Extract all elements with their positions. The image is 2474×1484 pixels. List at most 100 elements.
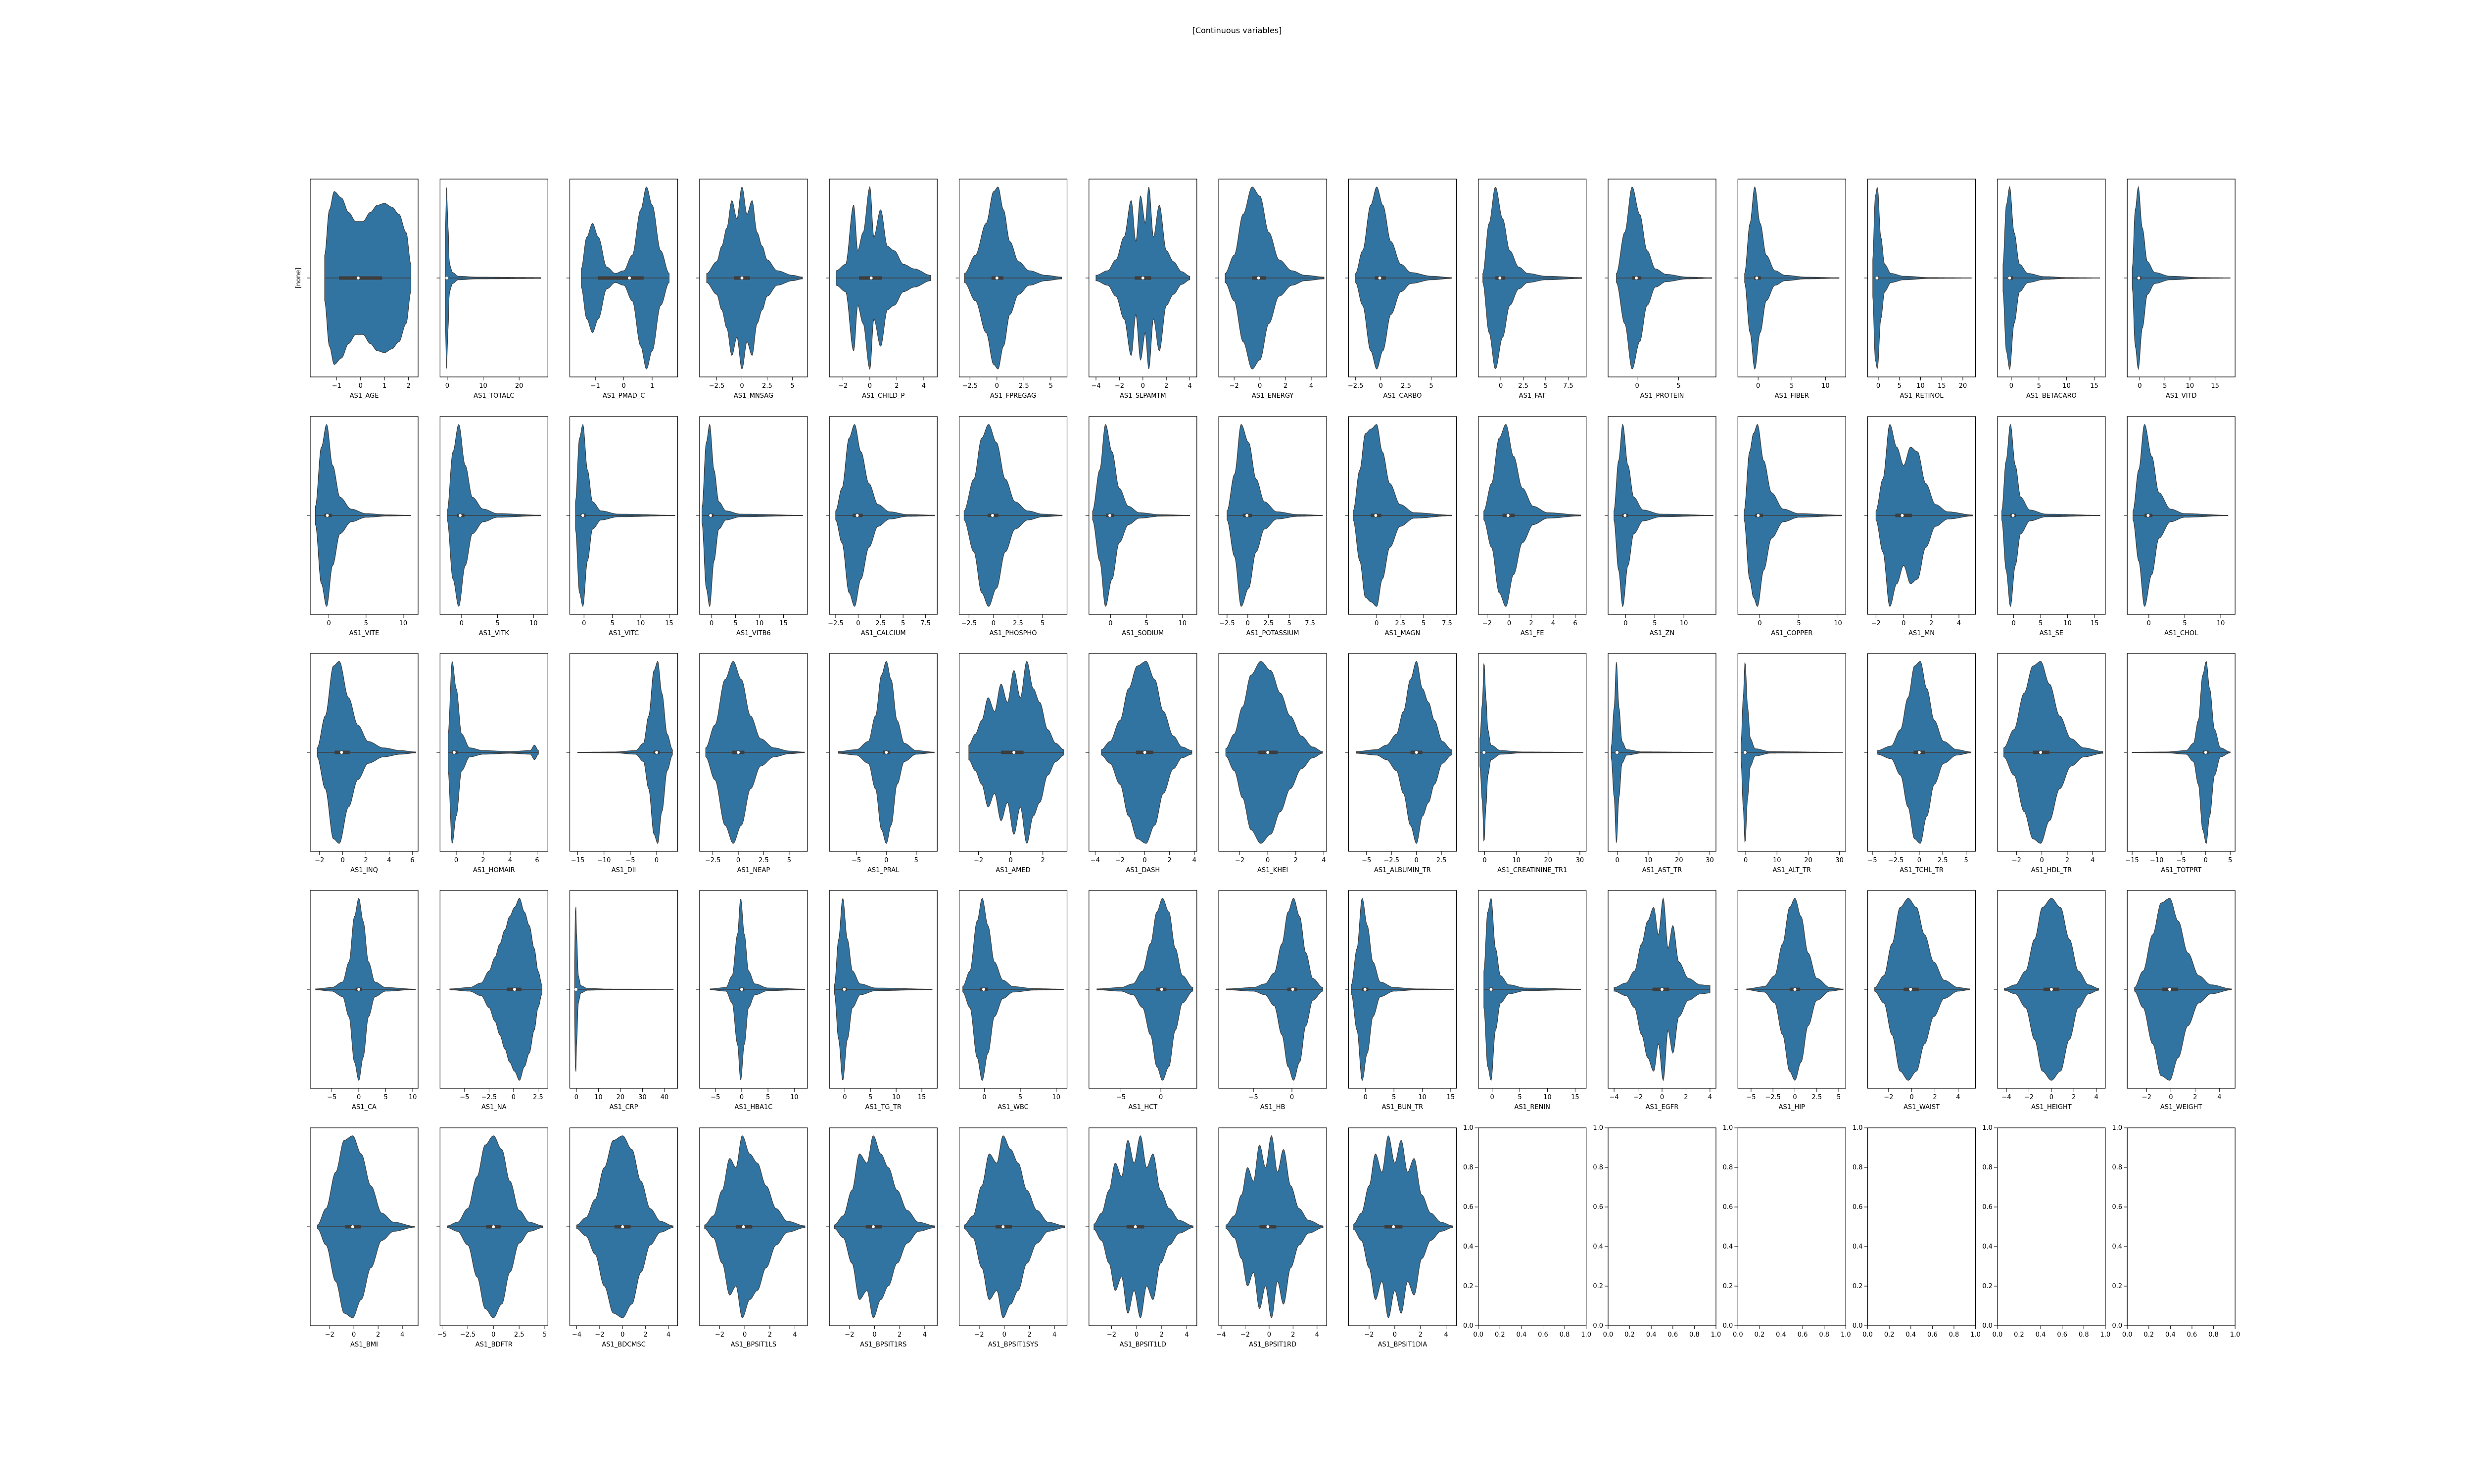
violin-median bbox=[1616, 751, 1619, 754]
subplot: −2 0 2 4 AS1_BPSIT1DIA bbox=[1345, 1127, 1457, 1348]
x-tick-label: 0.6 bbox=[1538, 1331, 1548, 1339]
x-tick-label: 0.4 bbox=[1517, 1331, 1527, 1339]
x-tick-label: 4 bbox=[1185, 1331, 1189, 1339]
x-tick-label: 0 bbox=[1135, 1331, 1139, 1339]
subplot: −5 −2.5 0 2.5 5 AS1_HIP bbox=[1734, 890, 1846, 1111]
x-tick-label: 10 bbox=[594, 1094, 603, 1101]
violin-median bbox=[458, 514, 462, 517]
x-tick-label: 4 bbox=[387, 857, 391, 864]
x-tick-label: 0 bbox=[1910, 1094, 1914, 1101]
x-axis-label: AS1_KHEI bbox=[1257, 867, 1288, 874]
violin-median bbox=[737, 751, 740, 754]
violin-median bbox=[351, 1225, 354, 1228]
y-tick-label: 1.0 bbox=[1982, 1124, 1993, 1132]
subplot: −2 0 2 4 AS1_HDL_TR bbox=[1994, 653, 2106, 874]
x-axis-label: AS1_BUN_TR bbox=[1382, 1104, 1424, 1111]
x-tick-label: −2.5 bbox=[460, 1331, 476, 1339]
x-tick-label: 20 bbox=[617, 1094, 625, 1101]
x-tick-label: −2 bbox=[845, 1331, 854, 1339]
x-tick-label: 20 bbox=[1544, 857, 1552, 864]
violin-median bbox=[492, 1225, 495, 1228]
x-tick-label: 5 bbox=[790, 382, 794, 390]
violin-median bbox=[1909, 988, 1912, 991]
x-axis-label: AS1_CARBO bbox=[1383, 392, 1422, 400]
x-tick-label: 0.6 bbox=[1798, 1331, 1808, 1339]
x-axis-label: AS1_DII bbox=[612, 867, 636, 874]
subplot: −2.5 0 2.5 5 AS1_FPREGAG bbox=[955, 179, 1068, 400]
x-tick-label: 1 bbox=[650, 382, 654, 390]
x-tick-label: −4 bbox=[2001, 1094, 2011, 1101]
empty-axes-frame bbox=[2127, 1127, 2236, 1326]
x-tick-label: 0 bbox=[1379, 382, 1382, 390]
x-tick-label: 0 bbox=[357, 1094, 361, 1101]
subplot: −2.5 0 2.5 5 AS1_NEAP bbox=[696, 653, 808, 874]
violin-median bbox=[869, 277, 873, 279]
x-axis-label: AS1_TOTPRT bbox=[2161, 867, 2201, 874]
x-tick-label: 0 bbox=[1267, 1331, 1271, 1339]
x-tick-label: 0.0 bbox=[1603, 1331, 1614, 1339]
x-tick-label: −2.5 bbox=[1219, 620, 1235, 627]
y-tick-label: 0.4 bbox=[1723, 1243, 1733, 1251]
x-axis-label: AS1_ALT_TR bbox=[1772, 867, 1811, 874]
violin-median bbox=[1012, 751, 1016, 754]
x-axis-label: AS1_FE bbox=[1521, 630, 1544, 637]
x-tick-label: 4 bbox=[1444, 1331, 1448, 1339]
violin-median bbox=[513, 988, 516, 991]
x-tick-label: 2 bbox=[1291, 1331, 1295, 1339]
x-axis-label: AS1_WAIST bbox=[1903, 1104, 1940, 1111]
x-tick-label: 2.5 bbox=[514, 1331, 524, 1339]
x-tick-label: −4 bbox=[1091, 857, 1100, 864]
x-tick-label: 2 bbox=[1160, 1331, 1164, 1339]
subplot: −4 −2 0 2 4 AS1_EGFR bbox=[1605, 890, 1716, 1111]
x-axis-label: AS1_BPSIT1RD bbox=[1249, 1341, 1296, 1348]
x-tick-label: −4 bbox=[1216, 1331, 1226, 1339]
x-tick-label: 10 bbox=[2186, 382, 2194, 390]
x-tick-label: 2 bbox=[406, 382, 410, 390]
subplot: 0.00.0 0.2 0.2 0.4 0.4 0.6 0.6 0.8 0.8 1.0 1.0 bbox=[1982, 1124, 2110, 1339]
x-tick-label: 10 bbox=[1418, 1094, 1427, 1101]
y-tick-label: 0.6 bbox=[1593, 1204, 1603, 1211]
subplot: −2 0 2 4 AS1_BPSIT1SYS bbox=[955, 1127, 1068, 1348]
x-tick-label: 2 bbox=[1933, 1094, 1937, 1101]
subplot: −2.5 0 2.5 5 AS1_MNSAG bbox=[696, 179, 808, 400]
x-tick-label: −2.5 bbox=[1383, 857, 1399, 864]
x-axis-label: AS1_CREATININE_TR1 bbox=[1497, 867, 1567, 874]
x-tick-label: 2 bbox=[1294, 857, 1298, 864]
x-tick-label: 40 bbox=[661, 1094, 669, 1101]
x-tick-label: 0 bbox=[1756, 382, 1760, 390]
x-axis-label: AS1_BDCMSC bbox=[602, 1341, 645, 1348]
x-tick-label: 5 bbox=[766, 1094, 770, 1101]
violin-median bbox=[1415, 751, 1418, 754]
subplot: −2 0 2 4 AS1_BMI bbox=[307, 1127, 419, 1348]
subplot: −4 −2 0 2 4 AS1_BPSIT1RD bbox=[1215, 1127, 1327, 1348]
x-tick-label: 0.2 bbox=[1624, 1331, 1635, 1339]
x-axis-label: AS1_ALBUMIN_TR bbox=[1374, 867, 1431, 874]
subplot: 0 5 AS1_PROTEIN bbox=[1605, 179, 1716, 400]
subplot: −2.5 0 2.5 5 7.5 AS1_CALCIUM bbox=[826, 416, 938, 637]
x-tick-label: 15 bbox=[918, 1094, 926, 1101]
x-tick-label: 10 bbox=[1834, 620, 1842, 627]
x-tick-label: 10 bbox=[399, 620, 408, 627]
violin-median bbox=[1378, 277, 1381, 279]
x-tick-label: 0 bbox=[1660, 1094, 1664, 1101]
x-tick-label: 15 bbox=[2090, 382, 2098, 390]
x-tick-label: 5 bbox=[383, 1094, 387, 1101]
x-tick-label: 0 bbox=[1902, 620, 1905, 627]
x-tick-label: 1 bbox=[382, 382, 386, 390]
x-axis-label: AS1_HEIGHT bbox=[2031, 1104, 2072, 1111]
y-tick-label: 1.0 bbox=[1463, 1124, 1474, 1132]
x-tick-label: 0.2 bbox=[1495, 1331, 1505, 1339]
subplot: 0 5 10 AS1_VITK bbox=[436, 416, 548, 637]
subplot: 0 10 20 30 40 AS1_CRP bbox=[566, 890, 678, 1111]
subplot: 0.00.0 0.2 0.2 0.4 0.4 0.6 0.6 0.8 0.8 1.0 1.0 bbox=[1593, 1124, 1721, 1339]
x-tick-label: 0 bbox=[1744, 857, 1748, 864]
x-axis-label: AS1_BDFTR bbox=[476, 1341, 513, 1348]
violin-median bbox=[885, 751, 888, 754]
x-tick-label: 0 bbox=[1159, 1094, 1163, 1101]
x-tick-label: −2 bbox=[974, 857, 983, 864]
x-tick-label: −5 bbox=[1116, 1094, 1126, 1101]
x-tick-label: −2 bbox=[1633, 1094, 1643, 1101]
x-tick-label: 0 bbox=[710, 620, 714, 627]
x-tick-label: −5 bbox=[460, 1094, 469, 1101]
